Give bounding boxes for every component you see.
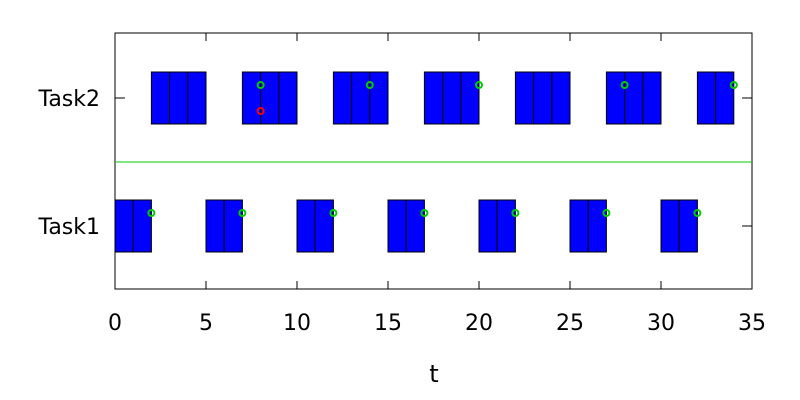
x-tick-label: 15	[374, 311, 402, 336]
execution-bar	[551, 71, 571, 125]
completion-marker	[620, 81, 629, 89]
execution-bar	[260, 71, 280, 125]
execution-bar	[278, 71, 298, 125]
execution-bar	[114, 199, 134, 253]
execution-bar	[605, 71, 626, 125]
execution-bar	[496, 199, 516, 253]
execution-bar	[696, 71, 717, 125]
execution-bar	[241, 71, 262, 125]
x-tick-label: 35	[738, 311, 766, 336]
execution-bar	[169, 71, 189, 125]
x-tick-label: 10	[283, 311, 311, 336]
bar-group	[114, 71, 735, 253]
x-tick-label: 20	[465, 311, 493, 336]
deadline-miss-marker	[256, 107, 265, 115]
execution-bar	[132, 199, 152, 253]
completion-marker	[511, 209, 520, 217]
execution-bar	[514, 71, 535, 125]
execution-bar	[387, 199, 407, 253]
execution-bar	[332, 71, 353, 125]
plot-frame	[114, 32, 753, 290]
completion-marker	[420, 209, 429, 217]
x-axis-title: t	[429, 360, 438, 388]
completion-marker	[147, 209, 156, 217]
completion-marker	[729, 81, 738, 89]
execution-bar	[533, 71, 553, 125]
completion-marker	[329, 209, 338, 217]
execution-bar	[478, 199, 498, 253]
execution-bar	[187, 71, 207, 125]
completion-marker	[365, 81, 374, 89]
execution-bar	[205, 199, 225, 253]
y-tick-label: Task2	[38, 87, 100, 112]
execution-bar	[369, 71, 389, 125]
x-tick-label: 25	[556, 311, 584, 336]
x-tick-label: 5	[199, 311, 213, 336]
execution-bar	[423, 71, 444, 125]
execution-bar	[642, 71, 662, 125]
completion-marker	[693, 209, 702, 217]
execution-bar	[442, 71, 462, 125]
completion-marker	[238, 209, 247, 217]
marker-group	[147, 81, 738, 217]
execution-bar	[150, 71, 171, 125]
completion-marker	[602, 209, 611, 217]
execution-bar	[460, 71, 480, 125]
completion-marker	[256, 81, 265, 89]
execution-bar	[569, 199, 589, 253]
execution-bar	[296, 199, 316, 253]
execution-bar	[405, 199, 425, 253]
execution-bar	[678, 199, 698, 253]
tick-group: 0 5 10 15 20 25 30 35 Task1 Task2	[38, 33, 766, 336]
x-tick-label: 30	[647, 311, 675, 336]
execution-bar	[223, 199, 243, 253]
completion-marker	[475, 81, 483, 89]
y-tick-label: Task1	[38, 215, 100, 240]
execution-bar	[351, 71, 371, 125]
x-tick-label: 0	[108, 311, 122, 336]
execution-bar	[624, 71, 644, 125]
execution-bar	[314, 199, 334, 253]
execution-bar	[587, 199, 607, 253]
execution-bar	[715, 71, 735, 125]
execution-bar	[660, 199, 680, 253]
